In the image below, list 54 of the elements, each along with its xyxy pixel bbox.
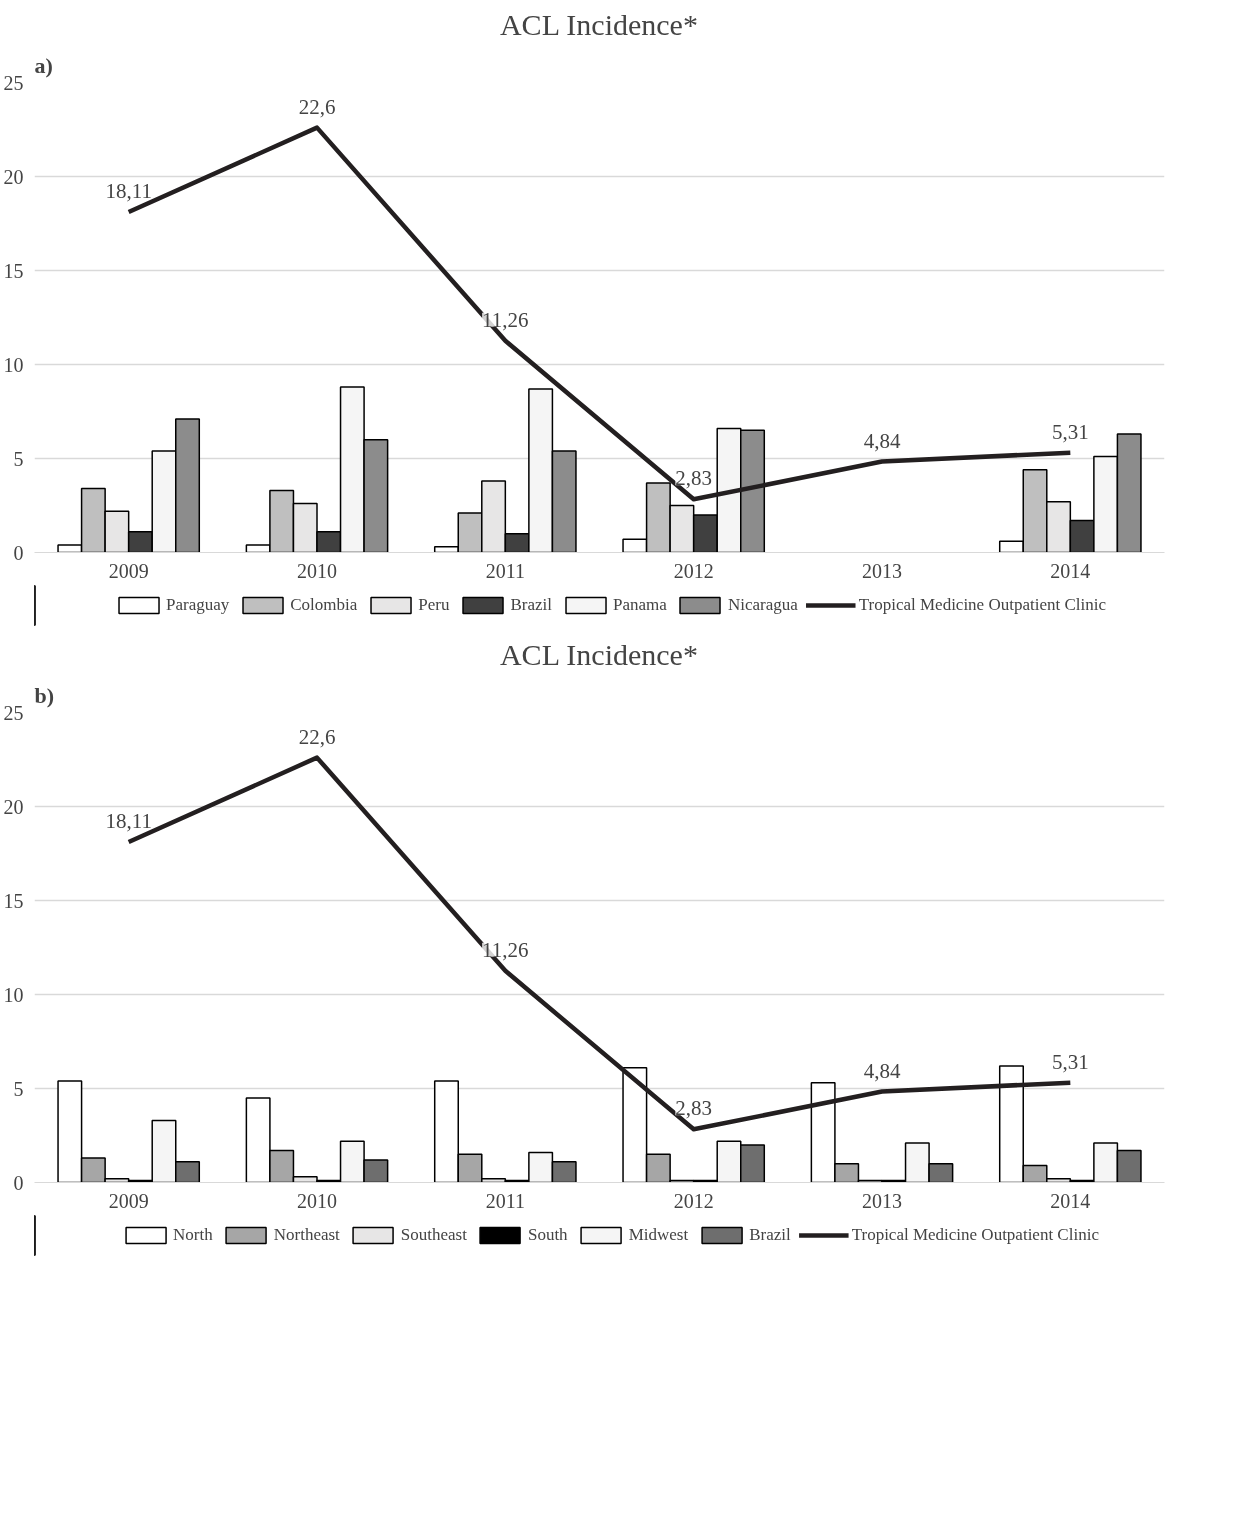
text: a) — [34, 52, 53, 78]
legend-label: Colombia — [290, 595, 358, 615]
legend-label: Nicaragua — [727, 595, 798, 615]
legend-label: Paraguay — [166, 595, 230, 615]
legend-label: Tropical Medicine Outpatient Clinic — [851, 1225, 1099, 1245]
legend-label: Midwest — [628, 1225, 689, 1245]
x-tick-label: 2011 — [485, 559, 525, 582]
y-tick-label: 0 — [13, 541, 24, 564]
data-label: 11,26 — [482, 937, 529, 962]
y-tick-label: 20 — [3, 795, 24, 818]
data-label: 2,83 — [675, 466, 713, 491]
text: b) — [34, 682, 55, 708]
data-label: 5,31 — [1051, 1049, 1089, 1074]
x-tick-label: 2012 — [673, 559, 714, 582]
legend-label: Southeast — [400, 1225, 467, 1245]
y-tick-label: 20 — [3, 165, 24, 188]
y-tick-label: 15 — [3, 889, 24, 912]
legend-label: South — [527, 1225, 568, 1245]
x-tick-label: 2009 — [108, 559, 149, 582]
y-tick-label: 15 — [3, 259, 24, 282]
legend-label: Brazil — [510, 595, 553, 615]
data-label: 11,26 — [482, 307, 529, 332]
y-tick-label: 25 — [3, 701, 24, 724]
legend-label: North — [173, 1225, 213, 1245]
x-tick-label: 2013 — [862, 1189, 902, 1212]
data-label: 22,6 — [298, 724, 336, 749]
data-label: 18,11 — [105, 179, 152, 204]
data-label: 4,84 — [863, 1058, 901, 1083]
x-tick-label: 2014 — [1050, 559, 1091, 582]
x-tick-label: 2010 — [297, 1189, 337, 1212]
x-tick-label: 2009 — [108, 1189, 149, 1212]
legend-label: Panama — [613, 595, 667, 615]
data-label: 2,83 — [675, 1096, 713, 1121]
x-tick-label: 2011 — [485, 1189, 525, 1212]
data-label: 18,11 — [105, 809, 152, 834]
x-tick-label: 2013 — [862, 559, 902, 582]
x-tick-label: 2010 — [297, 559, 337, 582]
legend-label: Peru — [418, 595, 450, 615]
y-tick-label: 25 — [3, 71, 24, 94]
chart-title: ACL Incidence* — [499, 7, 698, 41]
y-tick-label: 5 — [13, 447, 24, 470]
legend-label: Northeast — [273, 1225, 340, 1245]
x-tick-label: 2014 — [1050, 1189, 1091, 1212]
legend-label: Tropical Medicine Outpatient Clinic — [858, 595, 1106, 615]
data-label: 4,84 — [863, 428, 901, 453]
y-tick-label: 10 — [3, 353, 24, 376]
chart-title: ACL Incidence* — [499, 637, 698, 671]
data-label: 5,31 — [1051, 419, 1089, 444]
data-label: 22,6 — [298, 94, 336, 119]
y-tick-label: 0 — [13, 1171, 24, 1194]
legend-label: Brazil — [749, 1225, 791, 1245]
x-tick-label: 2012 — [673, 1189, 714, 1212]
y-tick-label: 10 — [3, 983, 24, 1006]
y-tick-label: 5 — [13, 1077, 24, 1100]
